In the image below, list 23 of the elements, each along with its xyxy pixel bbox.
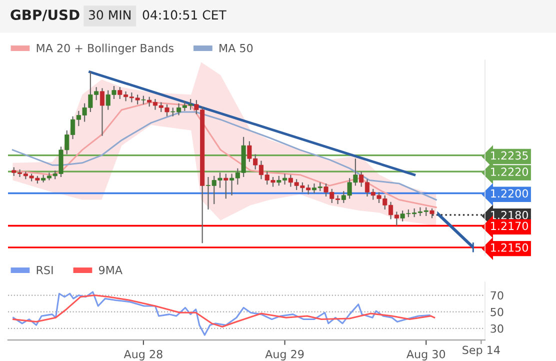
- text: 04:10:51 CET: [142, 10, 226, 20]
- x-tick-label: Aug 28: [124, 350, 162, 360]
- y-tick-label: 1.2180: [491, 210, 528, 220]
- chart-title: GBP/USD: [10, 10, 80, 22]
- y-tick-label: 1.2170: [491, 222, 528, 230]
- chart-subtitle: 30 MIN: [88, 10, 130, 20]
- y-tick-label: 70: [490, 291, 504, 300]
- candlestick: [224, 173, 228, 200]
- legend-label: 9MA: [98, 266, 122, 274]
- y-tick-label: 50: [490, 308, 504, 316]
- y-tick-label: 1.2220: [491, 168, 528, 176]
- y-tick-label: 30: [490, 324, 504, 333]
- legend-label: MA 50: [220, 44, 253, 52]
- candlestick: [100, 88, 104, 136]
- y-tick-label: 1.2235: [491, 151, 528, 160]
- x-tick-label: Aug 29: [265, 350, 304, 360]
- text: Sep 14: [462, 346, 500, 356]
- y-tick-label: 1.2150: [491, 243, 528, 252]
- x-tick-label: Aug 30: [406, 350, 446, 360]
- candlestick: [430, 208, 434, 219]
- y-tick-label: 1.2200: [491, 189, 528, 198]
- legend-label: RSI: [36, 266, 53, 274]
- legend-label: MA 20 + Bollinger Bands: [36, 44, 174, 54]
